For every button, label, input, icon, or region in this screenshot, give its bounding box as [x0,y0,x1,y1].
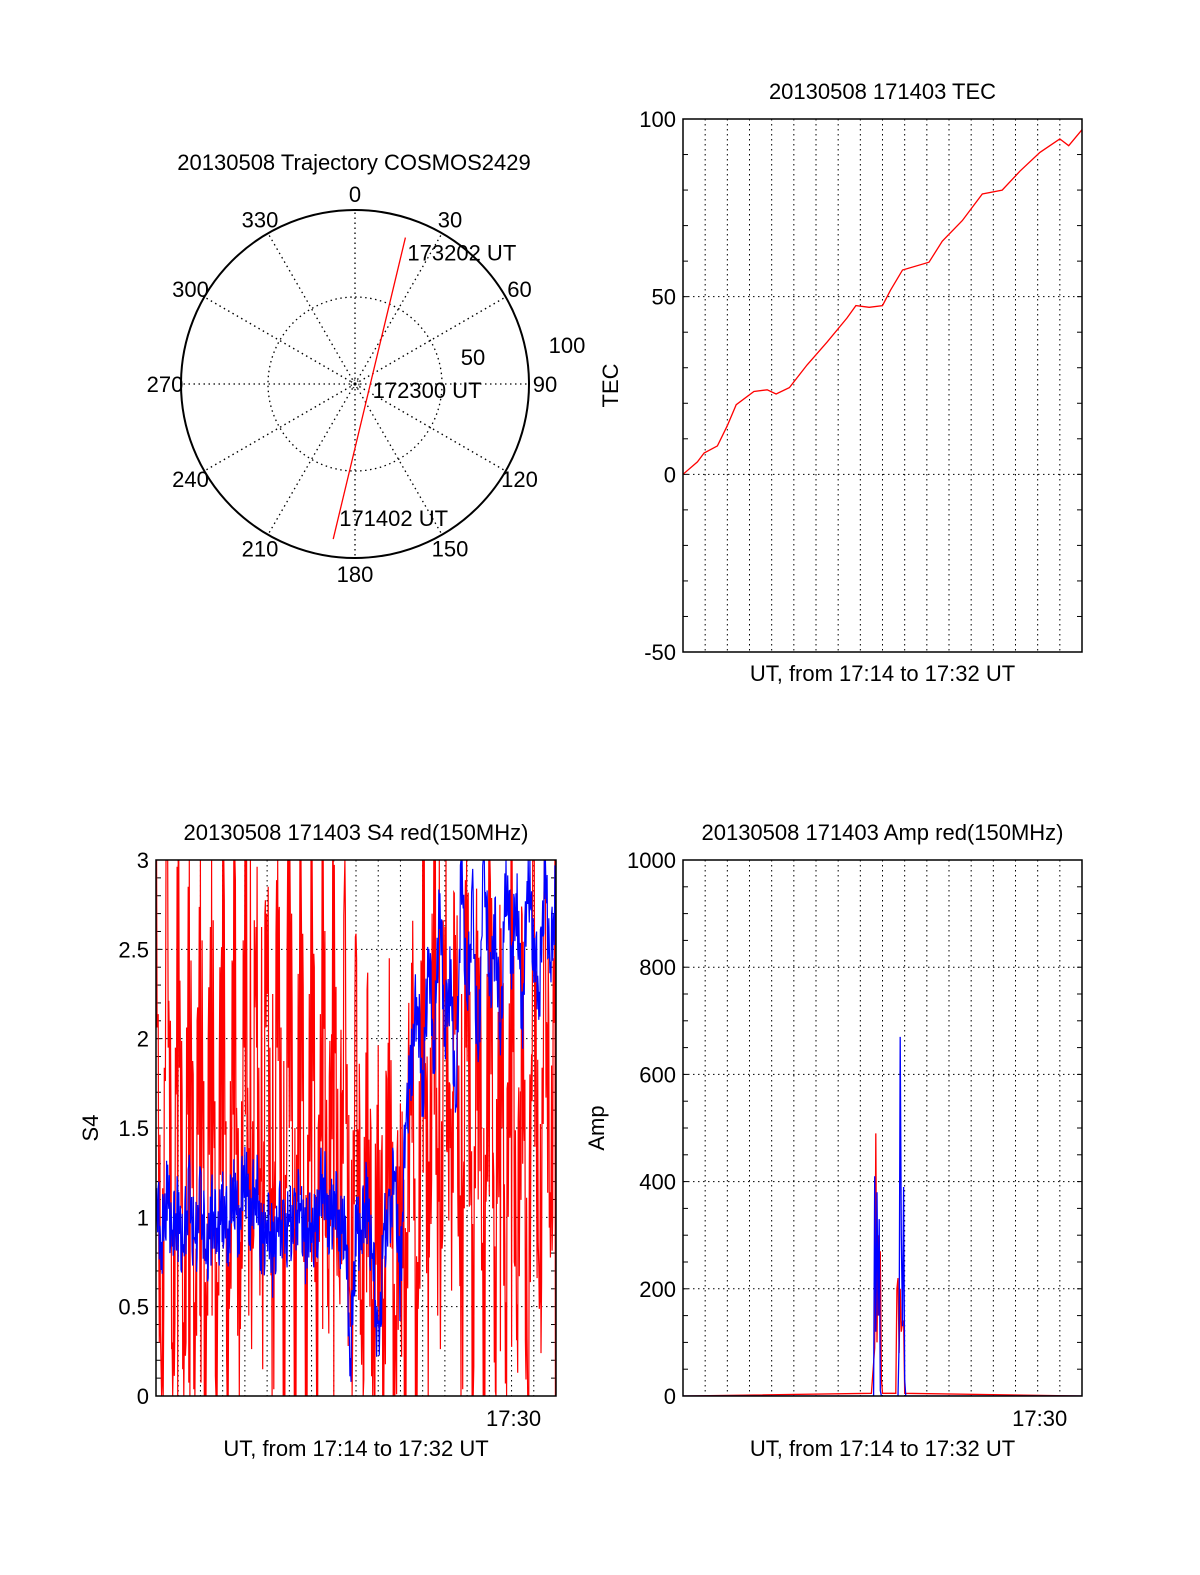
polar-radial-label: 50 [461,345,485,370]
y-tick-label: 50 [652,285,676,310]
y-tick-label: 800 [639,955,676,980]
amp-plot: 20130508 171403 Amp red(150MHz) 0 200 400 60… [584,820,1083,1461]
tec-plot: 20130508 171403 TEC -50 0 50 100 UT, from 17:… [598,79,1083,686]
y-axis-label: Amp [584,1105,609,1150]
polar-outer-ring [180,209,530,559]
polar-spoke [354,296,507,385]
y-tick-label: 600 [639,1062,676,1087]
y-axis-label: S4 [78,1115,103,1142]
plot-frame [682,859,1083,1397]
y-axis-label: TEC [598,363,623,407]
polar-spoke [203,383,356,472]
y-tick-label: 0 [664,462,676,487]
trajectory-time-label: 171402 UT [339,506,448,531]
polar-inner-ring [267,296,443,472]
polar-angle-label: 240 [172,467,209,492]
polar-title: 20130508 Trajectory COSMOS2429 [177,150,530,175]
y-tick-label: 1000 [627,848,676,873]
polar-spoke [354,383,443,536]
y-tick-label: 200 [639,1277,676,1302]
polar-spoke [354,232,443,385]
polar-angle-label: 120 [501,467,538,492]
polar-center-ring [350,379,360,389]
polar-angle-label: 0 [349,182,361,207]
y-tick-label: 2 [137,1027,149,1052]
y-tick-label: 100 [639,107,676,132]
polar-spoke [354,383,507,472]
series-line-red [683,1133,1082,1396]
polar-radial-label: 100 [549,333,586,358]
plot-frame [155,859,557,1397]
polar-spoke [267,383,356,536]
y-tick-label: 1 [137,1205,149,1230]
polar-angle-label: 270 [147,372,184,397]
trajectory-line [332,237,407,540]
y-tick-label: 0.5 [118,1295,149,1320]
polar-angle-label: 60 [507,277,531,302]
polar-angle-label: 180 [337,562,374,587]
y-tick-label: -50 [644,640,676,665]
polar-angle-label: 210 [242,537,279,562]
polar-trajectory-plot: 20130508 Trajectory COSMOS2429 0 30 60 90 120… [147,150,586,587]
y-tick-label: 2.5 [118,937,149,962]
y-tick-label: 0 [137,1384,149,1409]
y-tick-label: 0 [664,1384,676,1409]
s4-plot: 20130508 171403 S4 red(150MHz) 0 0.5 1 1.5 2 2… [78,820,557,1461]
polar-angle-label: 30 [438,207,462,232]
series-line-TEC [683,129,1082,475]
trajectory-time-label: 173202 UT [407,241,516,266]
y-tick-label: 400 [639,1170,676,1195]
x-tick-label: 17:30 [486,1406,541,1431]
polar-spoke [267,232,356,385]
polar-angle-label: 90 [533,372,557,397]
chart-title: 20130508 171403 S4 red(150MHz) [184,820,529,845]
x-axis-label: UT, from 17:14 to 17:32 UT [223,1436,488,1461]
chart-title: 20130508 171403 Amp red(150MHz) [701,820,1063,845]
series-line-blue [156,860,556,1382]
polar-spoke [203,296,356,385]
x-tick-label: 17:30 [1012,1406,1067,1431]
x-axis-label: UT, from 17:14 to 17:32 UT [750,1436,1015,1461]
x-axis-label: UT, from 17:14 to 17:32 UT [750,661,1015,686]
series-line-blue [683,1036,1082,1396]
y-tick-label: 3 [137,848,149,873]
polar-angle-label: 330 [242,207,279,232]
y-tick-label: 1.5 [118,1116,149,1141]
trajectory-time-label: 172300 UT [373,378,482,403]
plot-frame [682,118,1083,653]
polar-angle-label: 150 [432,537,469,562]
chart-title: 20130508 171403 TEC [769,79,996,104]
